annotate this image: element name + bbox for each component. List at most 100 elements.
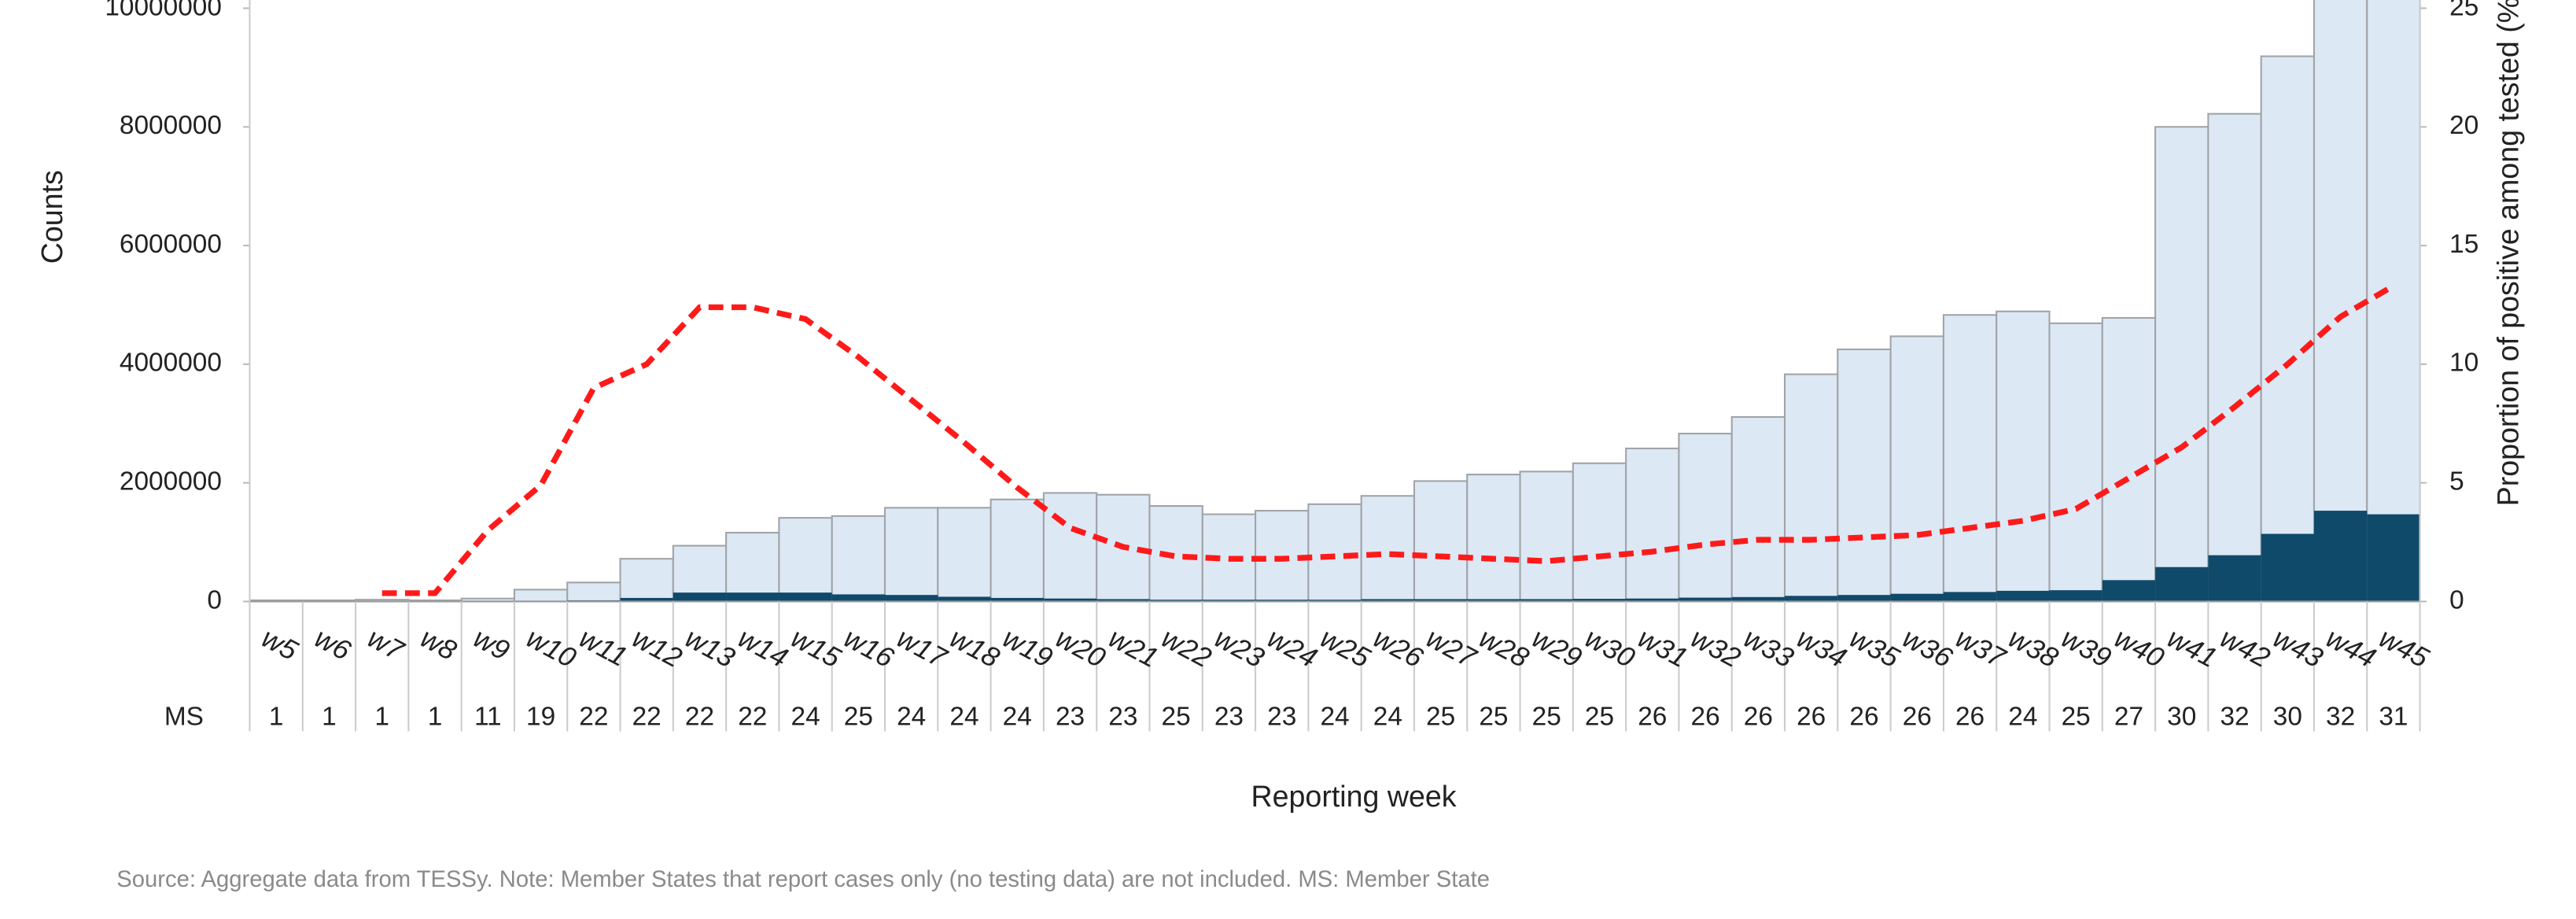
bar: [1308, 600, 1362, 602]
ms-count: 22: [579, 703, 608, 732]
bar: [726, 592, 779, 602]
ms-count: 32: [2220, 703, 2249, 732]
bar: [1148, 505, 1203, 603]
bar: [1572, 462, 1627, 603]
x-tick-label: w7: [363, 622, 410, 666]
ms-count: 25: [1162, 703, 1191, 732]
ms-count: 25: [1532, 703, 1561, 732]
x-tick-label: w6: [310, 622, 356, 666]
x-tick-label: w14: [733, 622, 793, 674]
y2-tick-label: 20: [2449, 111, 2478, 140]
bar: [2260, 55, 2316, 603]
bar: [1996, 310, 2051, 603]
bar: [1572, 599, 1627, 602]
x-tick-label: w34: [1792, 622, 1852, 674]
ms-count: 27: [2114, 703, 2143, 732]
bar: [1467, 599, 1520, 602]
bar: [2367, 514, 2420, 602]
x-tick-label: w17: [892, 622, 953, 674]
bar: [619, 558, 674, 603]
y2-tick-label: 0: [2449, 585, 2464, 615]
x-tick-label: w11: [574, 622, 632, 673]
bar: [2049, 590, 2102, 602]
y2-tick-label: 15: [2449, 230, 2478, 259]
bar: [1520, 599, 1573, 602]
x-tick-label: w29: [1527, 622, 1587, 674]
ms-count: 32: [2326, 703, 2355, 732]
bar: [831, 594, 886, 602]
x-tick-label: w22: [1156, 622, 1217, 674]
ms-count: 24: [1320, 703, 1349, 732]
bar: [1149, 600, 1203, 602]
x-tick-label: w21: [1104, 622, 1163, 674]
ms-count: 23: [1056, 703, 1085, 732]
ms-count: 1: [269, 703, 284, 732]
x-tick-label: w25: [1315, 622, 1376, 674]
bar: [2208, 555, 2261, 602]
x-axis-label: Reporting week: [1251, 780, 1456, 813]
y2-tick-label: 5: [2449, 467, 2464, 496]
bar: [1413, 480, 1469, 603]
x-tick-label: w23: [1210, 622, 1270, 674]
x-tick-label: w19: [997, 622, 1058, 674]
y-tick-label: 8000000: [120, 111, 222, 140]
bar: [778, 517, 833, 603]
x-tick-label: w15: [786, 622, 846, 674]
x-tick-label: w39: [2056, 622, 2117, 674]
x-tick-label: w30: [1580, 622, 1641, 674]
x-tick-label: w45: [2374, 622, 2434, 674]
ms-count: 30: [2273, 703, 2302, 732]
bar: [2101, 317, 2157, 603]
bar: [1679, 597, 1732, 602]
bar: [2154, 126, 2209, 603]
ms-count: 24: [2008, 703, 2037, 732]
y2-tick-label: 25: [2449, 0, 2478, 21]
y-tick-label: 4000000: [120, 349, 222, 378]
bar: [1202, 600, 1256, 602]
bar: [1625, 447, 1680, 603]
bar: [673, 592, 727, 602]
x-tick-label: w8: [415, 622, 462, 666]
x-tick-label: w35: [1844, 622, 1905, 674]
ms-count: 1: [428, 703, 443, 732]
bar: [1360, 495, 1416, 603]
source-note: Source: Aggregate data from TESSy. Note:…: [116, 867, 1490, 892]
x-tick-label: w5: [256, 622, 303, 666]
bar: [990, 597, 1044, 602]
bar: [1361, 599, 1414, 602]
proportion-line: [381, 283, 2395, 596]
bar: [1943, 592, 1997, 602]
x-tick-label: w37: [1951, 622, 2011, 674]
bar: [1255, 600, 1309, 602]
ms-count: 26: [1691, 703, 1720, 732]
ms-count: 26: [1903, 703, 1932, 732]
ms-count: 24: [790, 703, 820, 732]
bar: [1783, 373, 1839, 603]
x-tick-label: w40: [2110, 622, 2170, 674]
bar: [938, 596, 991, 602]
bar: [2048, 322, 2103, 603]
bar: [989, 498, 1045, 603]
ms-count: 23: [1108, 703, 1137, 732]
bar: [620, 597, 673, 602]
ms-count: 11: [474, 703, 502, 732]
x-tick-label: w16: [839, 622, 900, 674]
x-tick-label: w41: [2162, 622, 2222, 674]
ms-count: 25: [844, 703, 873, 732]
x-tick-label: w42: [2215, 622, 2276, 674]
x-tick-label: w36: [1897, 622, 1958, 674]
ms-count: 19: [526, 703, 555, 732]
ms-count: 26: [1797, 703, 1826, 732]
bar: [1785, 596, 1838, 602]
bar: [513, 589, 569, 603]
ms-count: 24: [1003, 703, 1032, 732]
bar: [2261, 533, 2314, 602]
y-tick-label: 0: [207, 585, 222, 615]
y-tick-label: 10000000: [105, 0, 222, 21]
bar: [1626, 598, 1679, 602]
ms-count: 26: [1849, 703, 1878, 732]
y-axis-label: Counts: [35, 170, 68, 264]
bar: [725, 531, 780, 603]
bar: [1730, 415, 1786, 603]
